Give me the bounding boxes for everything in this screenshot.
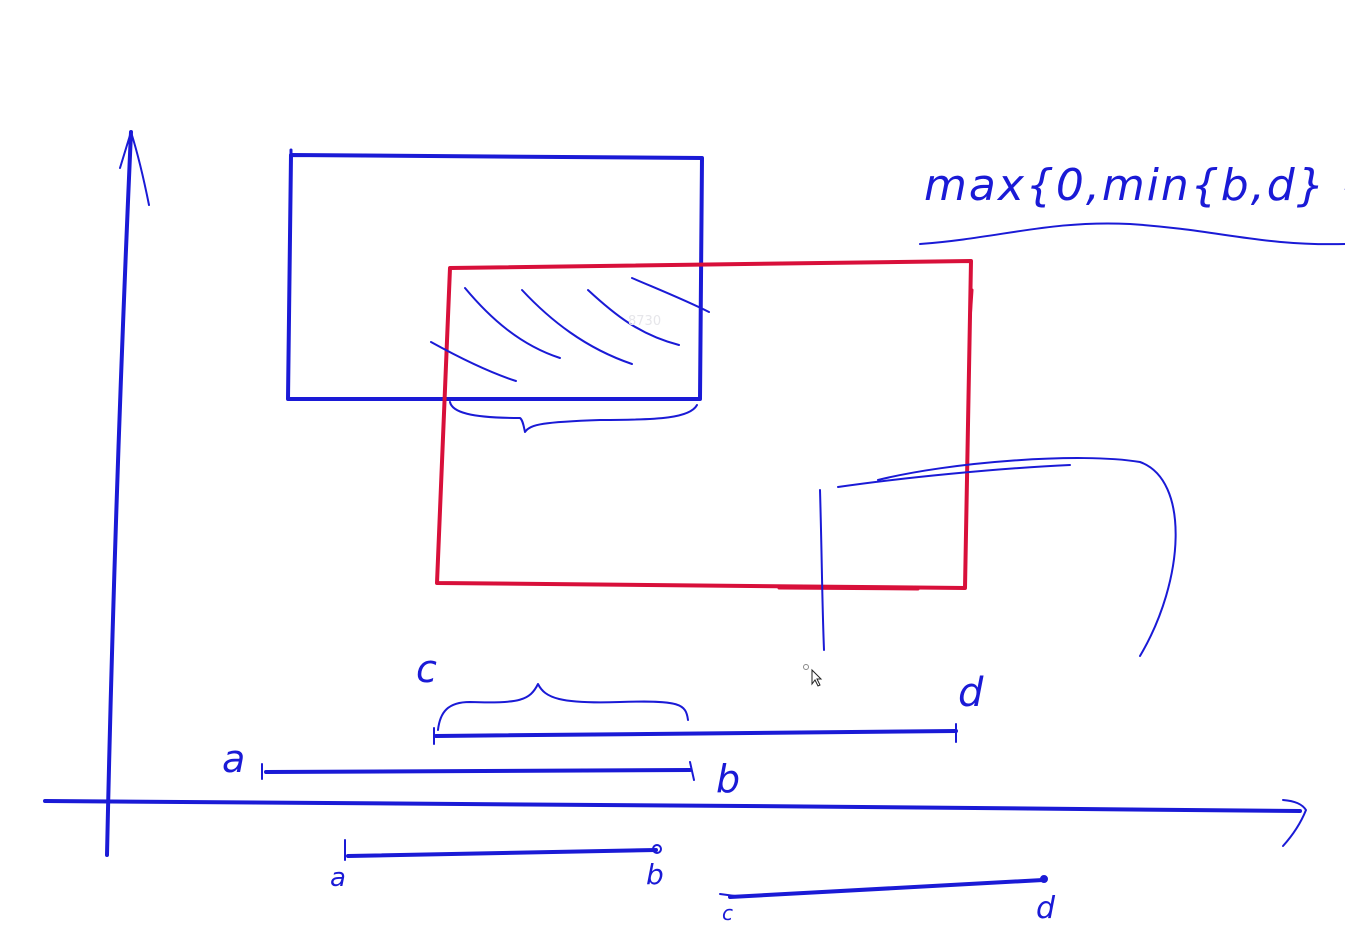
formula-underline (920, 223, 1345, 244)
interval-a-b (262, 762, 694, 780)
overlap-hatching (431, 278, 709, 381)
right-curve-scribble (820, 458, 1176, 656)
overlap-brace (450, 402, 697, 432)
label-c-small: c (722, 901, 733, 925)
label-d: d (958, 670, 984, 716)
label-a: a (222, 737, 245, 781)
label-a-small: a (330, 863, 346, 893)
interval-c-d (434, 724, 956, 744)
small-interval-c-d (720, 876, 1047, 897)
watermark-text: 8730 (628, 314, 661, 329)
x-axis (45, 800, 1306, 846)
label-d-small: d (1036, 891, 1056, 926)
small-interval-a-b (345, 840, 661, 860)
blue-rectangle (288, 150, 702, 399)
label-b-small: b (646, 858, 664, 891)
label-c: c (416, 647, 437, 691)
c-b-brace (438, 684, 688, 730)
arrow-cursor-icon (804, 665, 822, 687)
y-axis (107, 132, 149, 855)
label-b: b (716, 757, 740, 801)
formula-text: max{0,min{b,d} - (924, 160, 1345, 211)
